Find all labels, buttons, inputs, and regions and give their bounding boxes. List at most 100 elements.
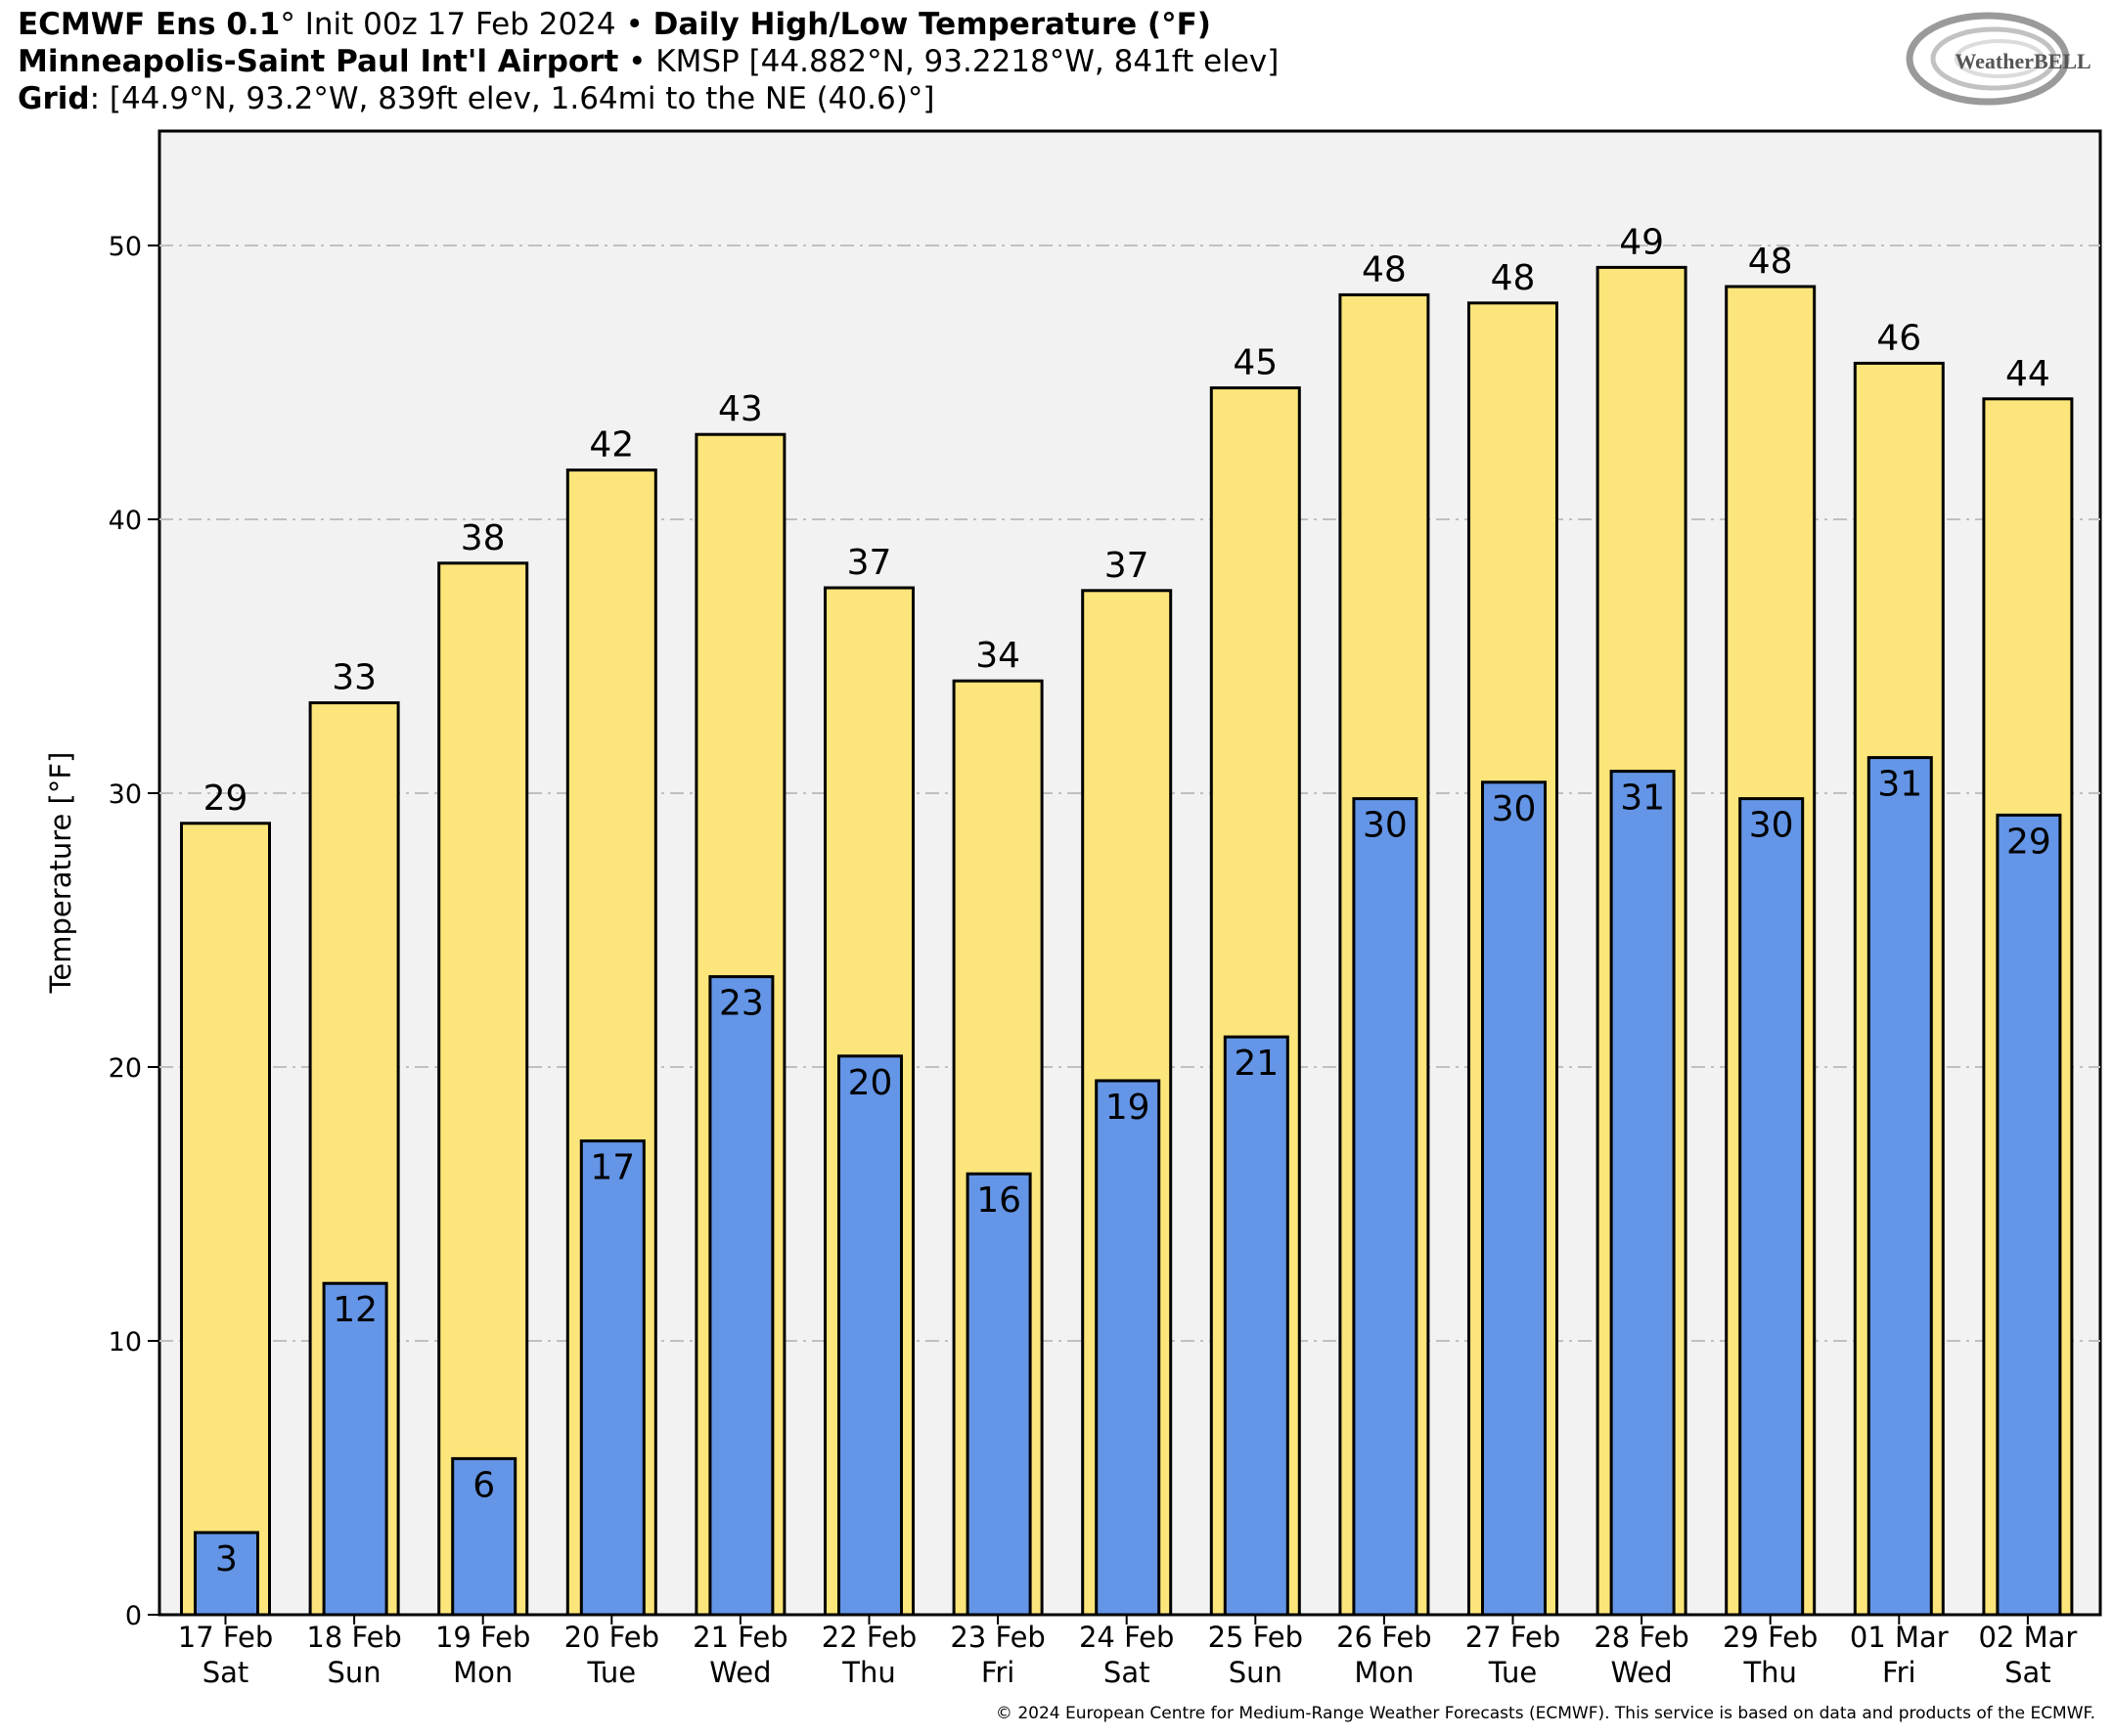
low-value-label: 3 <box>215 1539 238 1580</box>
low-value-label: 29 <box>2006 822 2051 862</box>
x-tick-label-date: 26 Feb <box>1336 1621 1431 1654</box>
grid-info: : [44.9°N, 93.2°W, 839ft elev, 1.64mi to… <box>89 81 935 116</box>
x-tick-label-day: Fri <box>1882 1656 1916 1689</box>
high-value-label: 48 <box>1748 242 1793 282</box>
high-bar <box>180 822 271 1617</box>
init-time: Init 00z 17 Feb 2024 • <box>294 7 653 42</box>
x-tick-label-date: 24 Feb <box>1079 1621 1174 1654</box>
high-value-label: 42 <box>589 425 634 466</box>
x-tick-label-date: 17 Feb <box>178 1621 273 1654</box>
low-bar <box>1866 756 1933 1617</box>
high-value-label: 45 <box>1233 343 1278 383</box>
high-value-label: 43 <box>718 389 763 429</box>
low-bar <box>1609 770 1676 1617</box>
x-tick-label-date: 02 Mar <box>1978 1621 2077 1654</box>
x-tick-label-day: Mon <box>453 1656 513 1689</box>
x-tick-label-day: Fri <box>981 1656 1015 1689</box>
x-tick-label-date: 29 Feb <box>1723 1621 1818 1654</box>
logo-text: WeatherBELL <box>1955 49 2091 73</box>
high-bar <box>437 561 529 1617</box>
low-bar <box>1996 813 2062 1617</box>
bars <box>180 265 2074 1617</box>
x-tick-label-day: Thu <box>1742 1656 1796 1689</box>
x-tick-label-date: 23 Feb <box>950 1621 1045 1654</box>
x-tick-label-day: Sun <box>328 1656 382 1689</box>
high-value-label: 33 <box>332 658 377 698</box>
x-tick-label-day: Tue <box>1488 1656 1538 1689</box>
high-value-label: 48 <box>1362 249 1407 289</box>
high-value-label: 37 <box>1104 546 1149 586</box>
station-info: • KMSP [44.882°N, 93.2218°W, 841ft elev] <box>618 44 1280 79</box>
low-value-label: 30 <box>1363 806 1408 846</box>
high-value-label: 34 <box>975 636 1020 676</box>
low-value-label: 23 <box>719 984 764 1024</box>
x-tick-label-day: Thu <box>841 1656 895 1689</box>
degree-symbol: ° <box>280 7 295 42</box>
low-value-label: 30 <box>1749 806 1794 846</box>
low-bar <box>837 1054 903 1617</box>
low-bar <box>966 1172 1032 1617</box>
high-value-label: 38 <box>461 518 506 558</box>
x-tick-label-day: Wed <box>1610 1656 1672 1689</box>
station-name: Minneapolis-Saint Paul Int'l Airport <box>18 44 619 79</box>
grid-label: Grid <box>18 81 90 116</box>
low-bar <box>1352 797 1418 1617</box>
high-value-label: 48 <box>1491 258 1536 298</box>
x-tick-label-date: 19 Feb <box>435 1621 530 1654</box>
low-value-label: 31 <box>1877 765 1922 805</box>
low-bar <box>322 1281 388 1617</box>
y-axis-label: Temperature [°F] <box>44 752 77 995</box>
low-value-label: 17 <box>590 1148 635 1188</box>
low-bar <box>579 1139 646 1617</box>
x-tick-label-date: 22 Feb <box>822 1621 917 1654</box>
x-tick-label-date: 28 Feb <box>1594 1621 1688 1654</box>
x-tick-label-date: 18 Feb <box>306 1621 401 1654</box>
x-tick-label-day: Sat <box>2004 1656 2051 1689</box>
low-value-label: 21 <box>1234 1044 1279 1084</box>
chart-title-line-2: Minneapolis-Saint Paul Int'l Airport • K… <box>18 43 1279 80</box>
high-value-label: 49 <box>1619 222 1664 262</box>
low-bar <box>1481 780 1547 1617</box>
y-tick-label: 50 <box>109 232 142 262</box>
high-value-label: 29 <box>203 779 248 819</box>
low-bar <box>1095 1079 1161 1617</box>
low-bar <box>708 975 775 1617</box>
copyright-notice: © 2024 European Centre for Medium-Range … <box>995 1704 2095 1723</box>
x-tick-label-date: 21 Feb <box>693 1621 787 1654</box>
x-tick-label-day: Sat <box>1103 1656 1150 1689</box>
high-value-label: 37 <box>847 543 892 583</box>
low-bar <box>194 1531 259 1617</box>
x-tick-label-date: 25 Feb <box>1208 1621 1303 1654</box>
x-tick-label-day: Sun <box>1229 1656 1282 1689</box>
high-value-label: 46 <box>1876 318 1921 358</box>
y-tick-label: 20 <box>109 1053 142 1084</box>
low-bar <box>1223 1035 1289 1617</box>
low-value-label: 16 <box>976 1180 1021 1221</box>
y-tick-label: 30 <box>109 779 142 810</box>
x-tick-label-date: 27 Feb <box>1465 1621 1560 1654</box>
low-value-label: 6 <box>472 1465 495 1505</box>
low-value-label: 30 <box>1492 789 1537 829</box>
x-tick-label-day: Mon <box>1354 1656 1414 1689</box>
low-value-label: 31 <box>1620 779 1665 819</box>
low-value-label: 19 <box>1105 1088 1150 1128</box>
x-tick-label-day: Wed <box>709 1656 771 1689</box>
y-tick-label: 0 <box>125 1601 142 1631</box>
chart-title-line-3: Grid: [44.9°N, 93.2°W, 839ft elev, 1.64m… <box>18 80 934 117</box>
high-value-label: 44 <box>2005 354 2050 394</box>
x-tick-label-day: Sat <box>202 1656 249 1689</box>
model-name: ECMWF Ens 0.1 <box>18 7 281 42</box>
low-value-label: 20 <box>848 1063 893 1103</box>
x-tick-label-date: 20 Feb <box>564 1621 659 1654</box>
chart-title-line-1: ECMWF Ens 0.1° Init 00z 17 Feb 2024 • Da… <box>18 6 1211 43</box>
y-tick-label: 40 <box>109 506 142 536</box>
data-labels: 2933312386421743233720341637194521483048… <box>203 222 2051 1580</box>
weatherbell-logo: WeatherBELL <box>1906 12 2091 106</box>
y-tick-label: 10 <box>109 1327 142 1358</box>
low-value-label: 12 <box>333 1290 378 1330</box>
chart-title: Daily High/Low Temperature (°F) <box>652 7 1211 42</box>
low-bar <box>1738 797 1805 1617</box>
x-tick-label-date: 01 Mar <box>1850 1621 1949 1654</box>
